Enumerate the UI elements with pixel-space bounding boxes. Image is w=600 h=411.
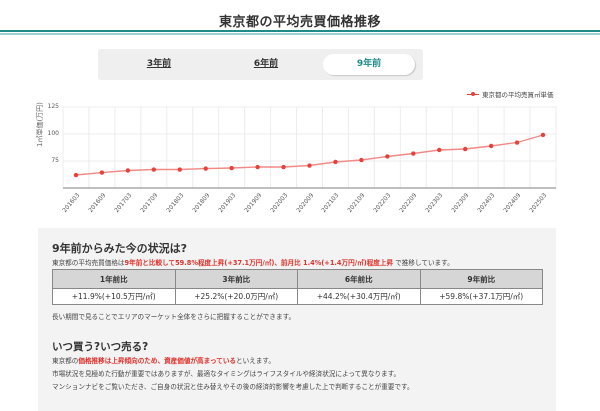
table-header: 3年前比	[174, 269, 298, 289]
tab-9-years[interactable]: 9年前	[323, 54, 415, 75]
timing-highlight: 価格推移は上昇傾向のため、資産価値が高まっている	[78, 357, 237, 365]
price-trend-chart: 東京都の平均売買㎡単価 1㎡単価(万円) 75 100 125 201603 2016…	[0, 85, 600, 230]
table-cell: +59.8%(+37.1万円/㎡)	[419, 288, 543, 305]
chart-legend[interactable]: 東京都の平均売買㎡単価	[467, 89, 554, 99]
chart-canvas	[62, 106, 557, 189]
tab-6-years[interactable]: 6年前	[253, 59, 279, 69]
y-tick-label: 125	[47, 103, 59, 110]
status-panel: 9年前からみた今の状況は? 東京都の平均売買価格は9年前と比較して59.8%程度…	[38, 228, 556, 411]
y-tick-label: 75	[51, 157, 59, 164]
comparison-table: 1年前比 3年前比 6年前比 9年前比 +11.9%(+10.5万円/㎡) +2…	[52, 269, 543, 305]
title-divider	[0, 30, 600, 35]
table-cell: +44.2%(+30.4万円/㎡)	[297, 288, 421, 305]
table-header: 6年前比	[297, 269, 421, 289]
note-text: 長い期間で見ることでエリアのマーケット全体をさらに把握することができます。	[52, 313, 296, 321]
y-tick-label: 100	[47, 130, 59, 137]
timing-heading: いつ買う?いつ売る?	[52, 341, 149, 353]
period-tabs: 3年前 6年前 9年前	[98, 49, 423, 80]
status-heading: 9年前からみた今の状況は?	[52, 242, 188, 255]
legend-line-marker-icon	[467, 91, 479, 97]
table-header: 1年前比	[52, 269, 176, 289]
status-summary: 東京都の平均売買価格は9年前と比較して59.8%程度上昇(+37.1万円/㎡)、…	[52, 259, 454, 267]
timing-line-3: マンションナビをご覧いただき、ご自身の状況と住み替えやその後の経済的影響を考慮し…	[52, 383, 414, 391]
table-cell: +11.9%(+10.5万円/㎡)	[52, 288, 176, 305]
page-title: 東京都の平均売買価格推移	[218, 15, 381, 30]
table-cell: +25.2%(+20.0万円/㎡)	[174, 288, 298, 305]
timing-line-2: 市場状況を見極めた行動が重要ではありますが、最適なタイミングはライフスタイルや経…	[52, 370, 401, 378]
timing-line-1: 東京都の価格推移は上昇傾向のため、資産価値が高まっているといえます。	[52, 357, 275, 365]
summary-highlight: 9年前と比較して59.8%程度上昇(+37.1万円/㎡)、前月比 1.4%(+1…	[124, 259, 394, 267]
table-header: 9年前比	[419, 269, 543, 289]
tab-3-years[interactable]: 3年前	[146, 59, 172, 69]
legend-label: 東京都の平均売買㎡単価	[482, 91, 554, 99]
